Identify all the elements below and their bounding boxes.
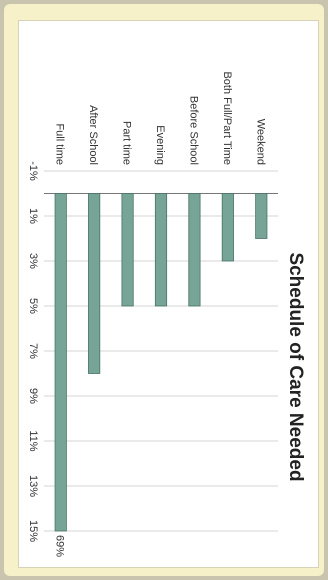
value-tick-label: 5% (27, 298, 39, 314)
bar (255, 193, 268, 239)
data-labels: 69% (54, 535, 66, 557)
category-label: Evening (154, 125, 166, 165)
value-tick-label: 15% (27, 520, 39, 542)
bar (154, 193, 168, 307)
chart-panel: Schedule of Care Needed Full time After S… (18, 20, 319, 568)
gridlines (44, 170, 278, 532)
value-tick-label: 7% (27, 343, 39, 359)
bar (188, 193, 201, 307)
category-labels: Full time After School Part time Evening Bef… (54, 71, 267, 165)
value-tick-label: 9% (27, 388, 39, 404)
bar (88, 193, 101, 374)
value-axis-labels: -1% 1% 3% 5% 7% 9% 11% 13% 15% (27, 161, 39, 542)
value-tick-label: 11% (27, 430, 39, 451)
bar (221, 193, 234, 262)
category-label: Both Full/Part Time (221, 71, 233, 165)
value-tick-label: 1% (27, 208, 39, 224)
category-label: Weekend (254, 119, 266, 165)
bar (54, 193, 67, 532)
category-label: Part time (121, 121, 133, 165)
chart-title: Schedule of Care Needed (285, 252, 306, 481)
value-tick-label: -1% (27, 161, 39, 181)
bar (121, 193, 134, 307)
bars (54, 193, 268, 532)
value-tick-label: 3% (27, 253, 39, 269)
chart-frame: Schedule of Care Needed Full time After S… (4, 4, 324, 576)
category-label: Before School (187, 96, 199, 165)
category-label: Full time (54, 123, 66, 165)
bar-chart: Schedule of Care Needed Full time After S… (27, 71, 306, 557)
category-label: After School (87, 105, 99, 165)
rotated-chart-area: Schedule of Care Needed Full time After S… (19, 21, 320, 569)
data-label: 69% (54, 535, 66, 557)
value-tick-label: 13% (27, 475, 39, 497)
